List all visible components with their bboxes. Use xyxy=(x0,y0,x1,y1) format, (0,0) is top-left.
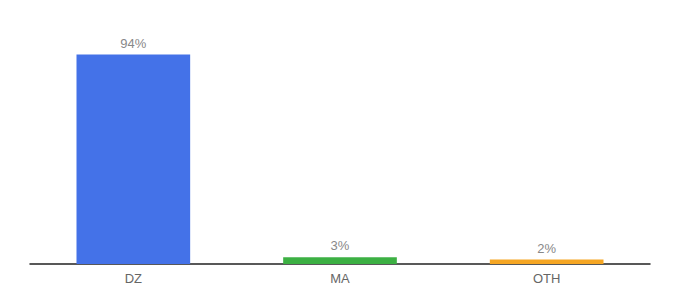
svg-text:94%: 94% xyxy=(120,36,146,51)
svg-text:MA: MA xyxy=(330,271,350,286)
svg-text:DZ: DZ xyxy=(125,271,142,286)
svg-text:OTH: OTH xyxy=(533,271,560,286)
svg-text:2%: 2% xyxy=(537,241,556,256)
svg-text:3%: 3% xyxy=(331,238,350,253)
